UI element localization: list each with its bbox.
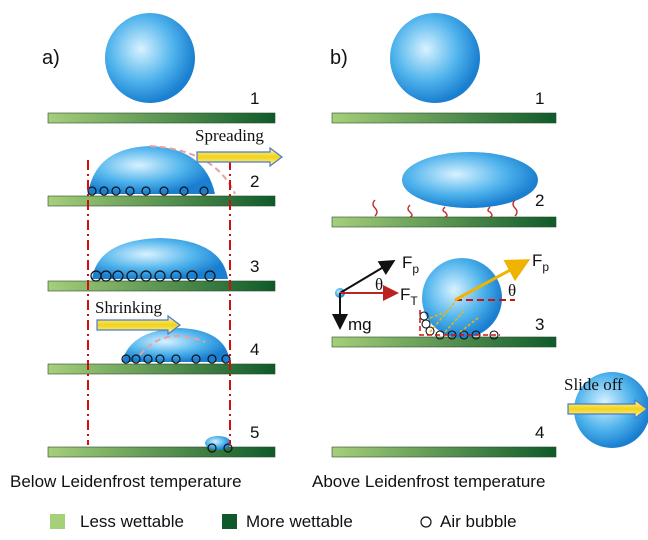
- legend-label: Less wettable: [80, 512, 184, 531]
- panel-label: a): [42, 47, 60, 69]
- droplet: [92, 238, 228, 279]
- droplet: [390, 13, 480, 103]
- step: 1: [535, 89, 544, 108]
- droplet: [88, 146, 215, 194]
- legend-label: Air bubble: [440, 512, 517, 531]
- angle-label: θ: [375, 275, 383, 294]
- caption: Below Leidenfrost temperature: [10, 472, 242, 491]
- step: 4: [535, 423, 544, 442]
- droplet: [402, 152, 538, 208]
- step: 2: [535, 191, 544, 210]
- step: 3: [250, 257, 259, 276]
- step: 4: [250, 340, 259, 359]
- droplet: [422, 258, 502, 338]
- force-label: mg: [348, 315, 372, 334]
- step: 1: [250, 89, 259, 108]
- legend: Less wettable More wettable Air bubble: [50, 512, 517, 531]
- legend-label: More wettable: [246, 512, 353, 531]
- force-label: Fp: [402, 253, 419, 276]
- step: 3: [535, 315, 544, 334]
- angle-label: θ: [508, 281, 516, 300]
- droplet: [122, 328, 230, 362]
- force-label: Fp: [532, 251, 549, 274]
- step: 2: [250, 172, 259, 191]
- panel-b: b) 1 2 3 4 Fp FT θ mg Fp θ Slide off Abo…: [312, 13, 648, 491]
- droplet: [105, 13, 195, 103]
- step: 5: [250, 423, 259, 442]
- panel-a: a) 1 2 3 4 5 Spreading Shrinking Below L…: [10, 13, 282, 491]
- process-label: Slide off: [564, 375, 623, 394]
- diagram: a) 1 2 3 4 5 Spreading Shrinking Below L…: [0, 0, 648, 535]
- caption: Above Leidenfrost temperature: [312, 472, 545, 491]
- panel-label: b): [330, 47, 348, 69]
- process-label: Spreading: [195, 126, 264, 145]
- process-label: Shrinking: [95, 298, 163, 317]
- force-label: FT: [400, 285, 418, 308]
- droplet: [205, 436, 231, 450]
